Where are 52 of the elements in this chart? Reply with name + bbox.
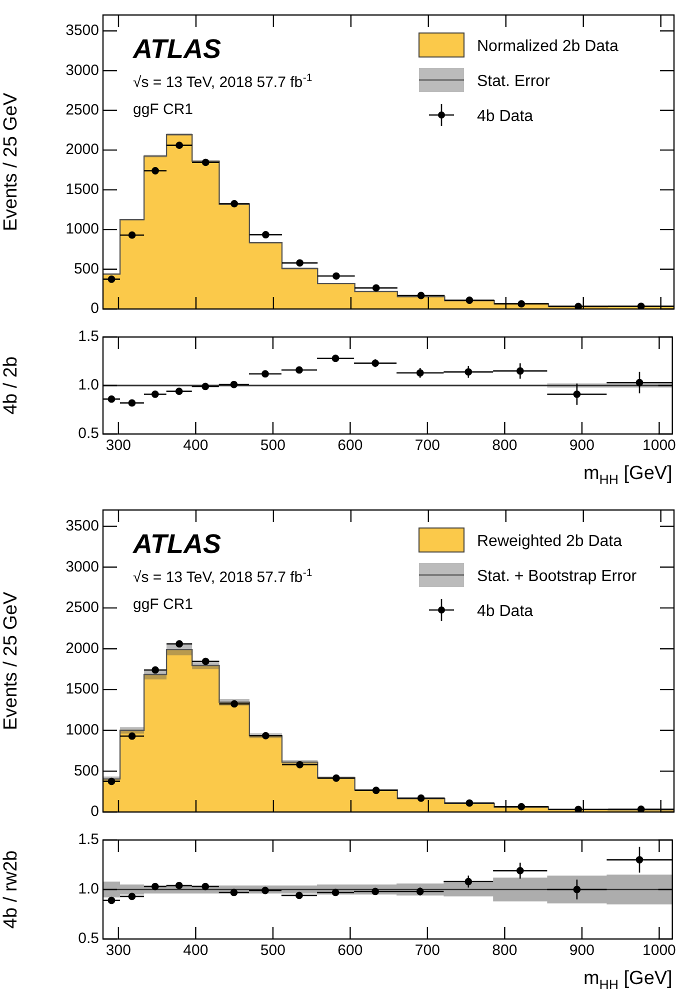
y-tick-label: 1000 — [66, 722, 99, 739]
x-tick-label: 300 — [106, 942, 131, 960]
y-tick-label: 2000 — [66, 640, 99, 657]
annotation: ATLAS — [132, 529, 221, 559]
y-tick-label: 500 — [74, 762, 99, 780]
x-tick-label: 500 — [260, 942, 286, 960]
y-tick-label: 500 — [74, 260, 99, 278]
x-tick-label: 600 — [338, 437, 363, 454]
x-tick-label: 400 — [183, 942, 208, 960]
y-tick-label: 2500 — [66, 599, 99, 616]
x-tick-label: 600 — [338, 942, 363, 960]
legend-label: Reweighted 2b Data — [477, 533, 622, 550]
x-tick-label: 800 — [492, 437, 518, 454]
y-tick-label: 1.0 — [78, 880, 99, 898]
annotation: ATLAS — [132, 34, 221, 64]
y-tick-label: 2000 — [66, 141, 99, 158]
y-tick-label: 1.5 — [78, 831, 99, 848]
annotation: ggF CR1 — [133, 101, 194, 118]
x-tick-label: 300 — [106, 437, 131, 454]
legend-label: Stat. Error — [477, 73, 551, 90]
x-tick-label: 400 — [183, 437, 208, 454]
x-tick-label: 1000 — [642, 437, 676, 454]
x-tick-label: 900 — [569, 437, 594, 454]
x-tick-label: 800 — [492, 942, 518, 960]
legend-label: Stat. + Bootstrap Error — [477, 568, 638, 585]
y-tick-label: 1500 — [66, 180, 99, 198]
legend-label: 4b Data — [477, 108, 534, 125]
y-tick-label: 3500 — [66, 22, 99, 40]
y-tick-label: 0.5 — [78, 930, 99, 948]
legend-label: Normalized 2b Data — [477, 38, 618, 55]
y-tick-label: 1000 — [66, 220, 99, 238]
annotation: ggF CR1 — [133, 596, 194, 613]
x-tick-label: 1000 — [642, 942, 676, 960]
y-tick-label: 3000 — [66, 558, 99, 576]
y-tick-label: 0 — [90, 300, 99, 318]
y-axis-title: Events / 25 GeV — [0, 92, 22, 232]
x-tick-label: 500 — [260, 437, 286, 454]
x-tick-label: 700 — [414, 942, 440, 960]
y-tick-label: 0 — [90, 803, 99, 820]
y-tick-label: 1.0 — [78, 376, 99, 394]
x-tick-label: 900 — [569, 942, 594, 960]
y-tick-label: 1.5 — [78, 328, 99, 346]
y-tick-label: 2500 — [66, 101, 99, 118]
legend-label: 4b Data — [477, 603, 534, 620]
y-axis-title: Events / 25 GeV — [0, 592, 22, 730]
y-axis-title: 4b / 2b — [0, 356, 22, 415]
y-tick-label: 1500 — [66, 680, 99, 698]
y-tick-label: 3500 — [66, 517, 99, 534]
x-tick-label: 700 — [414, 437, 440, 454]
y-tick-label: 0.5 — [78, 425, 99, 442]
y-axis-title: 4b / rw2b — [0, 850, 22, 929]
y-tick-label: 3000 — [66, 62, 99, 79]
